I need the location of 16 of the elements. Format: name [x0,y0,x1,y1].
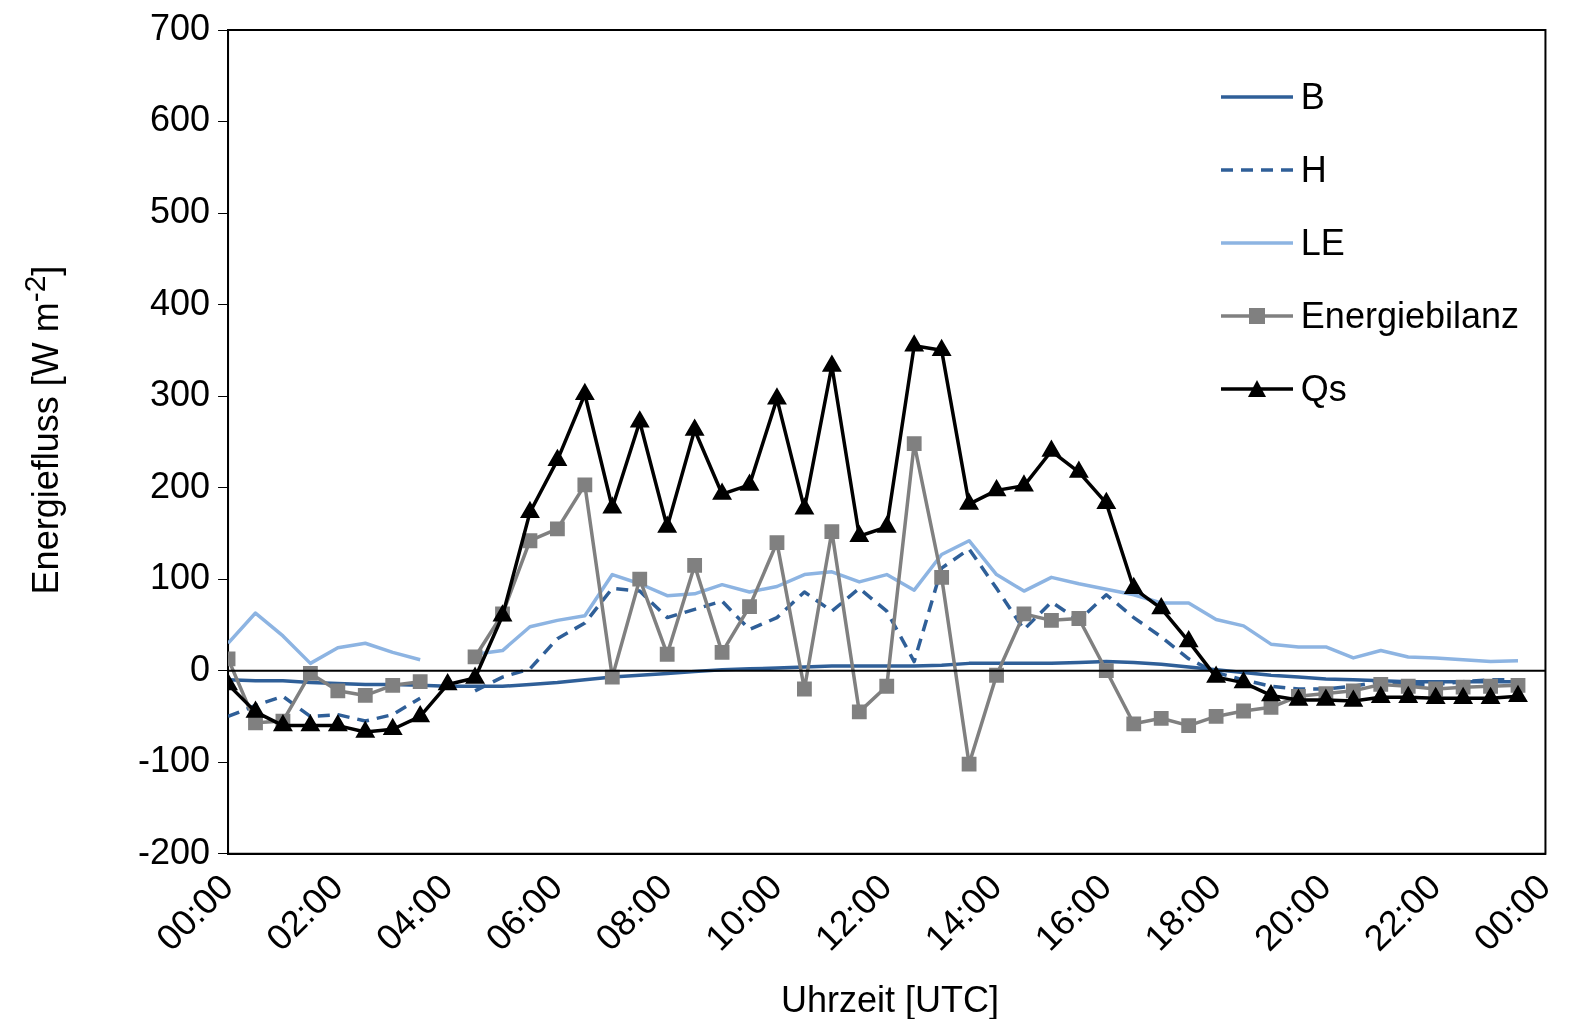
x-axis-title: Uhrzeit [UTC] [780,979,1000,1019]
legend-label: H [1300,148,1327,191]
legend-label: B [1300,75,1325,118]
y-tick-label: 100 [149,556,211,598]
legend-label: LE [1300,221,1345,264]
y-tick-label: -200 [137,830,211,872]
legend-label: Energiebilanz [1300,294,1519,337]
y-tick-label: 0 [190,647,211,689]
y-tick-label: -100 [137,739,211,781]
y-tick-label: 700 [149,6,211,48]
y-tick-label: 300 [149,373,211,415]
legend-label: Qs [1300,367,1347,410]
y-tick-label: 200 [149,464,211,506]
y-tick-label: 600 [149,98,211,140]
y-tick-label: 500 [149,189,211,231]
y-tick-label: 400 [149,281,211,323]
